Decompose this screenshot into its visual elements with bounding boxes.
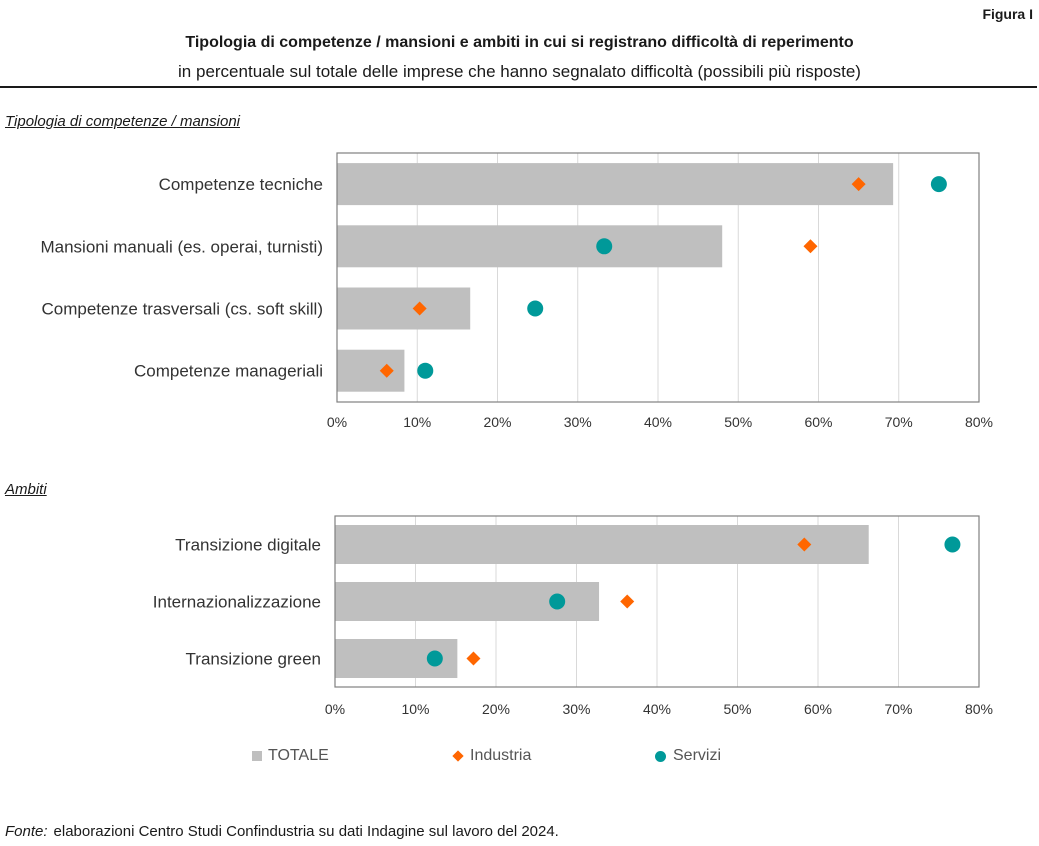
- chart-ambiti: 0% 10% 20% 30% 40% 50% 60% 70% 80% Transizione di…: [153, 515, 993, 717]
- figure-title: Tipologia di competenze / mansioni e amb…: [185, 34, 854, 51]
- legend-label-industria: Industria: [470, 747, 532, 764]
- x-tick-label: 20%: [483, 414, 511, 430]
- legend: TOTALE Industria Servizi: [0, 747, 1039, 769]
- x-tick-label: 60%: [804, 414, 832, 430]
- x-tick-label: 10%: [403, 414, 431, 430]
- category-label: Transizione digitale: [175, 536, 321, 555]
- marker-servizi: [527, 300, 544, 317]
- category-label: Competenze trasversali (cs. soft skill): [41, 300, 323, 319]
- x-tick-label: 40%: [643, 701, 671, 717]
- marker-servizi: [417, 362, 434, 379]
- section-title-ambiti: Ambiti: [5, 481, 47, 498]
- bar-totale: [337, 287, 471, 330]
- bar-totale: [337, 225, 723, 268]
- marker-servizi: [426, 650, 443, 667]
- category-label: Competenze tecniche: [159, 175, 323, 194]
- marker-industria: [379, 363, 394, 378]
- category-label: Mansioni manuali (es. operai, turnisti): [40, 237, 323, 256]
- marker-industria: [466, 651, 481, 666]
- category-label: Competenze manageriali: [134, 362, 323, 381]
- source-note: Fonte: elaborazioni Centro Studi Confindu…: [5, 823, 559, 840]
- section-title-competenze: Tipologia di competenze / mansioni: [5, 113, 240, 130]
- x-tick-label: 30%: [564, 414, 592, 430]
- legend-diamond-icon: [452, 750, 464, 762]
- figure-subtitle: in percentuale sul totale delle imprese …: [178, 62, 861, 81]
- legend-circle-icon: [655, 750, 666, 762]
- marker-industria: [851, 177, 866, 192]
- marker-industria: [797, 537, 812, 552]
- marker-servizi: [930, 176, 947, 193]
- legend-square-icon: [252, 751, 262, 761]
- marker-industria: [803, 239, 818, 254]
- x-tick-label: 50%: [723, 701, 751, 717]
- legend-label-totale: TOTALE: [268, 747, 329, 764]
- legend-item-industria: Industria: [452, 747, 531, 765]
- x-tick-label: 10%: [401, 701, 429, 717]
- category-label: Internazionalizzazione: [153, 593, 321, 612]
- x-tick-label: 20%: [482, 701, 510, 717]
- x-tick-label: 70%: [885, 414, 913, 430]
- category-label: Transizione green: [186, 650, 321, 669]
- x-tick-label: 0%: [327, 414, 347, 430]
- x-tick-label: 50%: [724, 414, 752, 430]
- source-label: Fonte:: [5, 823, 48, 840]
- x-tick-label: 30%: [562, 701, 590, 717]
- x-tick-label: 60%: [804, 701, 832, 717]
- legend-item-totale: TOTALE: [252, 747, 329, 765]
- figure-label: Figura I: [982, 6, 1033, 22]
- marker-servizi: [944, 536, 961, 553]
- plot-frame: [336, 152, 980, 403]
- x-tick-label: 0%: [325, 701, 345, 717]
- marker-industria: [620, 594, 635, 609]
- x-tick-label: 70%: [884, 701, 912, 717]
- legend-label-servizi: Servizi: [673, 747, 722, 764]
- marker-servizi: [596, 238, 613, 255]
- marker-industria: [412, 301, 427, 316]
- x-tick-label: 80%: [965, 701, 993, 717]
- x-tick-label: 40%: [644, 414, 672, 430]
- bar-totale: [337, 163, 894, 206]
- chart-competenze: 0% 10% 20% 30% 40% 50% 60% 70% 80% Competenze tec…: [40, 152, 993, 430]
- bar-totale: [335, 525, 869, 564]
- legend-item-servizi: Servizi: [655, 747, 721, 765]
- source-text: elaborazioni Centro Studi Confindustria …: [53, 823, 559, 840]
- title-rule: [0, 86, 1037, 88]
- x-tick-label: 80%: [965, 414, 993, 430]
- marker-servizi: [549, 593, 566, 610]
- plot-frame: [334, 515, 980, 688]
